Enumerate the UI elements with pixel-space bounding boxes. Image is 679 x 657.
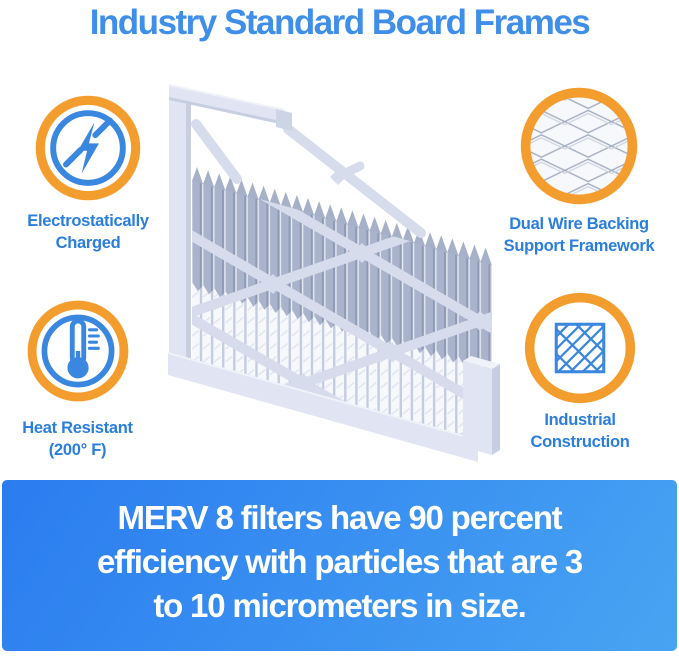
feature-label-line: Electrostatically bbox=[27, 212, 149, 230]
feature-label-line: (200° F) bbox=[48, 441, 107, 459]
feature-industrial-construction: Industrial Construction bbox=[510, 291, 650, 453]
lattice-grid-icon bbox=[524, 292, 636, 404]
feature-heat-resistant: Heat Resistant (200° F) bbox=[10, 298, 145, 461]
feature-label-line: Support Framework bbox=[503, 237, 655, 255]
thermometer-icon bbox=[27, 300, 128, 402]
feature-label-line: Construction bbox=[530, 433, 630, 451]
feature-label-line: Industrial bbox=[544, 411, 616, 429]
merv-rating-banner: MERV 8 filters have 90 percent efficienc… bbox=[2, 480, 677, 651]
lightning-icon bbox=[35, 95, 141, 201]
banner-text-line: to 10 micrometers in size. bbox=[153, 587, 526, 624]
wire-mesh-icon bbox=[520, 87, 638, 205]
page-title: Industry Standard Board Frames bbox=[89, 3, 591, 42]
feature-label-line: Charged bbox=[55, 234, 121, 252]
feature-label-line: Dual Wire Backing bbox=[509, 215, 649, 233]
banner-text-line: MERV 8 filters have 90 percent bbox=[117, 499, 563, 536]
banner-text-line: efficiency with particles that are 3 bbox=[97, 543, 583, 580]
feature-electrostatically-charged: Electrostatically Charged bbox=[10, 93, 166, 254]
feature-dual-wire-backing: Dual Wire Backing Support Framework bbox=[497, 85, 661, 257]
feature-label-line: Heat Resistant bbox=[22, 419, 133, 437]
